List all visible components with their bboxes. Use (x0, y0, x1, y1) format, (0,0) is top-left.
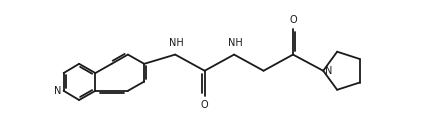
Text: N: N (325, 66, 332, 76)
Text: NH: NH (169, 38, 183, 48)
Text: O: O (201, 100, 208, 110)
Text: NH: NH (227, 38, 242, 48)
Text: O: O (289, 15, 297, 25)
Text: N: N (54, 86, 61, 96)
